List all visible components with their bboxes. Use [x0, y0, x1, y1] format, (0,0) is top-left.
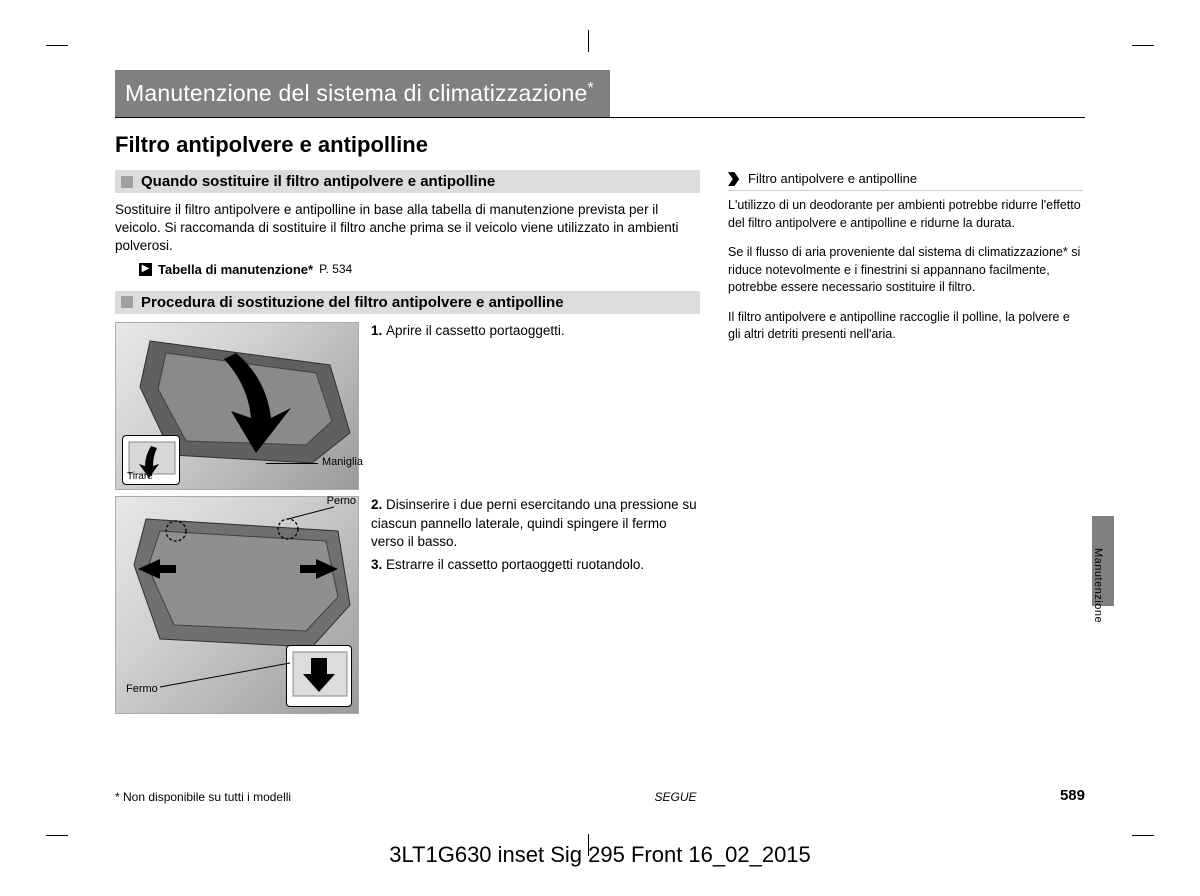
crop-mark	[588, 30, 589, 52]
thumb-tab-label: Manutenzione	[1092, 548, 1104, 623]
page-number: 589	[1060, 787, 1085, 804]
subheading-bar-1: Quando sostituire il filtro antipolvere …	[115, 170, 700, 193]
figure-2-container: Perno Fermo	[115, 496, 359, 714]
cross-reference: ▶ Tabella di manutenzione* P. 534	[139, 262, 700, 277]
chapter-star: *	[587, 80, 593, 97]
sidebar-header: Filtro antipolvere e antipolline	[728, 170, 1083, 191]
leader-line	[266, 463, 318, 464]
crop-mark	[46, 835, 68, 836]
page-content: Manutenzione del sistema di climatizzazi…	[115, 70, 1085, 720]
sidebar-para-2: Se il flusso di aria proveniente dal sis…	[728, 244, 1083, 297]
main-column: Quando sostituire il filtro antipolvere …	[115, 164, 700, 720]
figure-1: Maniglia Tirare	[115, 322, 359, 490]
step-2-row: Perno Fermo	[115, 496, 700, 714]
chevrons-icon	[728, 172, 744, 186]
label-perno: Perno	[327, 495, 356, 507]
step-number: 3.	[371, 557, 386, 572]
subheading-2: Procedura di sostituzione del filtro ant…	[141, 294, 564, 311]
bullet-icon	[121, 296, 133, 308]
side-column: Filtro antipolvere e antipolline L'utili…	[728, 164, 1083, 720]
chapter-banner: Manutenzione del sistema di climatizzazi…	[115, 70, 610, 117]
inset-2-svg	[287, 646, 353, 708]
footnote: * Non disponibile su tutti i modelli	[115, 790, 291, 804]
sidebar-para-3: Il filtro antipolvere e antipolline racc…	[728, 309, 1083, 344]
link-icon: ▶	[139, 263, 152, 276]
crop-mark	[46, 45, 68, 46]
sidebar-header-text: Filtro antipolvere e antipolline	[748, 170, 917, 188]
step-2-body: Disinserire i due perni esercitando una …	[371, 497, 697, 550]
content-row: Quando sostituire il filtro antipolvere …	[115, 164, 1085, 720]
label-fermo: Fermo	[126, 683, 158, 695]
step-1-text: 1. Aprire il cassetto portaoggetti.	[371, 322, 565, 490]
step-2-3-text: 2. Disinserire i due perni esercitando u…	[371, 496, 700, 714]
label-maniglia: Maniglia	[322, 456, 363, 468]
subheading-1: Quando sostituire il filtro antipolvere …	[141, 173, 495, 190]
crop-mark	[1132, 45, 1154, 46]
body-paragraph-1: Sostituire il filtro antipolvere e antip…	[115, 201, 700, 256]
chapter-title: Manutenzione del sistema di climatizzazi…	[125, 80, 587, 106]
figure-1-inset: Tirare	[122, 435, 180, 485]
figure-1-container: Maniglia Tirare	[115, 322, 359, 490]
ref-label: Tabella di manutenzione*	[158, 262, 313, 277]
step-1-row: Maniglia Tirare 1. Aprire il cassetto po…	[115, 322, 700, 490]
segue-label: SEGUE	[655, 790, 697, 804]
crop-mark	[1132, 835, 1154, 836]
leader-fermo	[156, 643, 296, 703]
step-1-body: Aprire il cassetto portaoggetti.	[386, 323, 565, 338]
step-number: 2.	[371, 497, 386, 512]
ref-page: P. 534	[319, 262, 352, 276]
section-title: Filtro antipolvere e antipolline	[115, 132, 1085, 158]
print-signature: 3LT1G630 inset Sig 295 Front 16_02_2015	[0, 842, 1200, 868]
header-rule	[115, 117, 1085, 118]
sidebar-para-1: L'utilizzo di un deodorante per ambienti…	[728, 197, 1083, 232]
step-number: 1.	[371, 323, 386, 338]
label-tirare: Tirare	[127, 471, 153, 482]
figure-2: Perno Fermo	[115, 496, 359, 714]
bullet-icon	[121, 176, 133, 188]
subheading-bar-2: Procedura di sostituzione del filtro ant…	[115, 291, 700, 314]
step-3-body: Estrarre il cassetto portaoggetti ruotan…	[386, 557, 644, 572]
page-footer: * Non disponibile su tutti i modelli SEG…	[115, 787, 1085, 804]
